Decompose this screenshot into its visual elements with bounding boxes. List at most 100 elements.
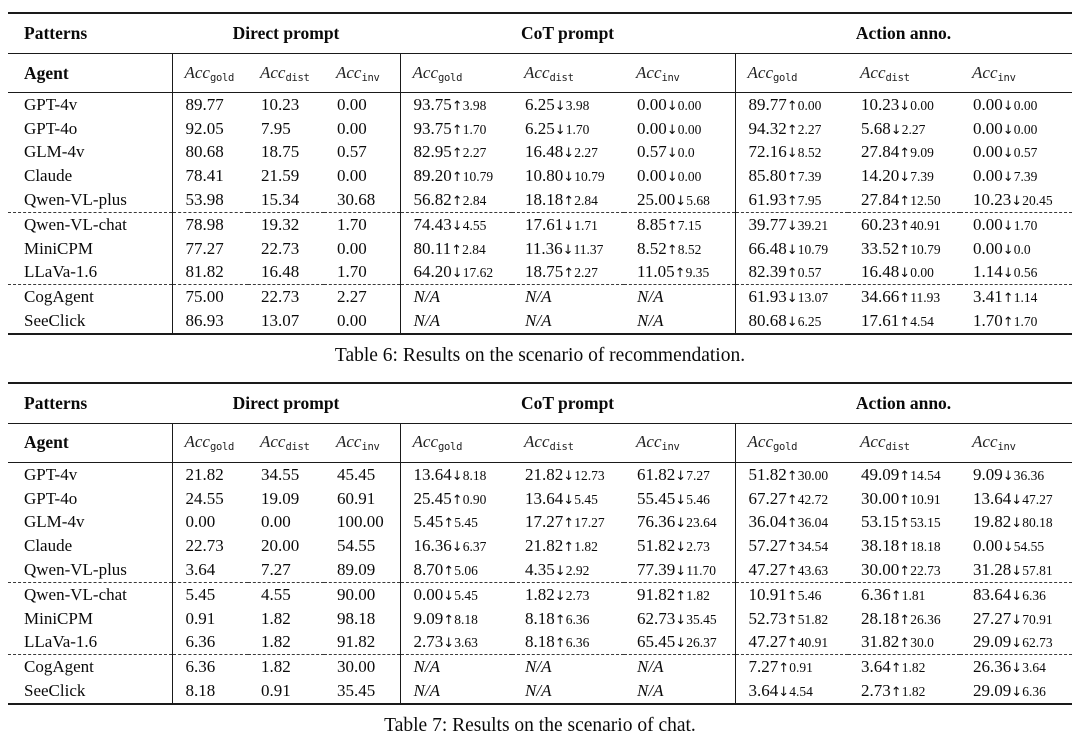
metric-cell: 60.91 <box>337 488 376 508</box>
metric-cell: 1.82 <box>261 608 291 628</box>
arrow-down-icon: ↓ <box>786 242 798 258</box>
metric-cell: 1.70 <box>337 214 367 234</box>
metric-cell: 0.00↓7.39 <box>973 166 1038 186</box>
arrow-down-icon: ↓ <box>1011 492 1023 508</box>
agent-name: GPT-4o <box>24 488 78 508</box>
arrow-down-icon: ↓ <box>786 218 798 234</box>
arrow-down-icon: ↓ <box>1002 242 1014 258</box>
arrow-down-icon: ↓ <box>451 468 463 484</box>
metric-cell: 18.18↑2.84 <box>512 188 625 213</box>
metric-cell: 0.00↓0.00 <box>973 118 1038 138</box>
arrow-down-icon: ↓ <box>1002 468 1014 484</box>
metric-cell: 0.00↓5.45 <box>399 582 513 607</box>
arrow-up-icon: ↑ <box>778 661 790 677</box>
metric-cell: 3.41↑1.14 <box>973 287 1038 307</box>
metric-cell: 29.09↓6.36 <box>973 681 1046 701</box>
metric-cell: 52.73↑51.82 <box>734 606 849 631</box>
arrow-up-icon: ↑ <box>890 588 902 604</box>
metric-cell: 16.48 <box>248 260 324 286</box>
subcol-header-acc-gold: Accgold <box>399 423 513 463</box>
metric-cell: 0.00 <box>337 166 367 186</box>
arrow-up-icon: ↑ <box>786 612 798 628</box>
arrow-down-icon: ↓ <box>675 194 687 210</box>
metric-cell: 13.64↓8.18 <box>399 462 513 487</box>
arrow-up-icon: ↑ <box>554 612 566 628</box>
metric-cell: 100.00 <box>337 512 384 532</box>
table-row: SeeClick 86.93 13.07 0.00 N/A N/A N/A 80.68↓6.2… <box>8 309 1072 334</box>
metric-cell: 15.34 <box>248 188 324 213</box>
arrow-down-icon: ↓ <box>443 588 455 604</box>
arrow-down-icon: ↓ <box>1002 170 1014 186</box>
subcol-header-acc-inv: Accinv <box>960 423 1073 463</box>
subcol-header-acc-gold: Accgold <box>171 53 248 93</box>
metric-cell: 9.09↑8.18 <box>399 606 513 631</box>
metric-cell: 34.66↑11.93 <box>861 287 941 307</box>
metric-cell: 16.36↓6.37 <box>399 534 513 559</box>
patterns-header: Patterns <box>8 382 172 424</box>
arrow-down-icon: ↓ <box>1011 564 1023 580</box>
subcol-header-acc-inv: Accinv <box>624 423 736 463</box>
metric-cell: 0.00↓0.00 <box>973 94 1038 114</box>
metric-cell: 22.73 <box>261 287 300 307</box>
arrow-down-icon: ↓ <box>563 146 575 162</box>
arrow-down-icon: ↓ <box>451 218 463 234</box>
metric-cell: 62.73↓35.45 <box>637 608 717 628</box>
arrow-down-icon: ↓ <box>563 218 575 234</box>
metric-cell: 0.00↓54.55 <box>973 536 1045 556</box>
metric-cell: 6.25↓1.70 <box>525 118 590 138</box>
metric-cell: 0.00↓0.00 <box>637 94 702 114</box>
metric-cell: 4.55 <box>261 584 291 604</box>
metric-cell: 89.09 <box>324 558 401 583</box>
metric-cell: 85.80↑7.39 <box>734 164 849 189</box>
table-row: Qwen-VL-chat 5.45 4.55 90.00 0.00↓5.45 1.82↓2… <box>8 582 1072 607</box>
metric-cell: 22.73 <box>171 534 248 559</box>
metric-cell: 5.45 <box>171 582 248 607</box>
metric-cell: 82.39↑0.57 <box>734 260 849 286</box>
patterns-header: Patterns <box>8 13 172 54</box>
metric-cell: 1.82 <box>261 657 291 677</box>
arrow-down-icon: ↓ <box>899 98 911 114</box>
arrow-up-icon: ↑ <box>563 540 575 556</box>
table-row: GLM-4v 80.68 18.75 0.57 82.95↑2.27 16.48↓2.27… <box>8 140 1072 165</box>
table-row: Qwen-VL-chat 78.98 19.32 1.70 74.43↓4.55 17.6… <box>8 212 1072 237</box>
arrow-up-icon: ↑ <box>899 492 911 508</box>
metric-cell: 6.36↑1.81 <box>861 584 926 604</box>
metric-cell: 36.04↑36.04 <box>734 510 849 535</box>
agent-name: Qwen-VL-plus <box>8 558 172 583</box>
subcol-header-acc-dist: Accdist <box>248 53 324 93</box>
metric-cell: 2.73↑1.82 <box>861 681 926 701</box>
metric-cell: 0.00 <box>337 118 367 138</box>
arrow-down-icon: ↓ <box>1002 540 1014 556</box>
subcol-header-acc-dist: Accdist <box>848 423 961 463</box>
metric-cell: 86.93 <box>171 309 248 334</box>
metric-cell: 33.52↑10.79 <box>861 238 941 258</box>
metric-cell: 19.32 <box>261 214 300 234</box>
metric-cell: 1.70↑1.70 <box>973 311 1038 331</box>
metric-cell: 53.98 <box>171 188 248 213</box>
table-row: GPT-4o 92.05 7.95 0.00 93.75↑1.70 6.25↓1.70 0.… <box>8 116 1072 141</box>
group-header-direct-prompt: Direct prompt <box>172 382 401 424</box>
arrow-up-icon: ↑ <box>451 194 463 210</box>
table-row: SeeClick 8.18 0.91 35.45 N/A N/A N/A 3.64↓4.54 2… <box>8 679 1072 704</box>
metric-cell: 8.18↑6.36 <box>525 608 590 628</box>
arrow-up-icon: ↑ <box>563 194 575 210</box>
agent-name: MiniCPM <box>24 608 93 628</box>
metric-cell: 60.23↑40.91 <box>861 214 941 234</box>
metric-cell: 11.36↓11.37 <box>525 238 604 258</box>
metric-cell: 7.27 <box>248 558 324 583</box>
metric-cell: 90.00 <box>337 584 376 604</box>
arrow-up-icon: ↑ <box>786 564 798 580</box>
arrow-up-icon: ↑ <box>786 540 798 556</box>
metric-cell: 27.84↑12.50 <box>848 188 961 213</box>
arrow-up-icon: ↑ <box>554 636 566 652</box>
metric-cell: 10.80↓10.79 <box>525 166 605 186</box>
table-row: CogAgent 6.36 1.82 30.00 N/A N/A N/A 7.27↑0.91 3… <box>8 654 1072 680</box>
metric-cell: N/A <box>399 284 513 310</box>
metric-cell: 17.61↑4.54 <box>861 311 934 331</box>
metric-cell: 80.11↑2.84 <box>399 236 513 261</box>
metric-cell: 47.27↑40.91 <box>734 630 849 656</box>
metric-cell: 0.00↓0.00 <box>637 118 702 138</box>
agent-name: GLM-4v <box>24 142 85 162</box>
arrow-up-icon: ↑ <box>666 242 678 258</box>
table-row: GPT-4v 21.82 34.55 45.45 13.64↓8.18 21.82↓12.… <box>8 462 1072 487</box>
